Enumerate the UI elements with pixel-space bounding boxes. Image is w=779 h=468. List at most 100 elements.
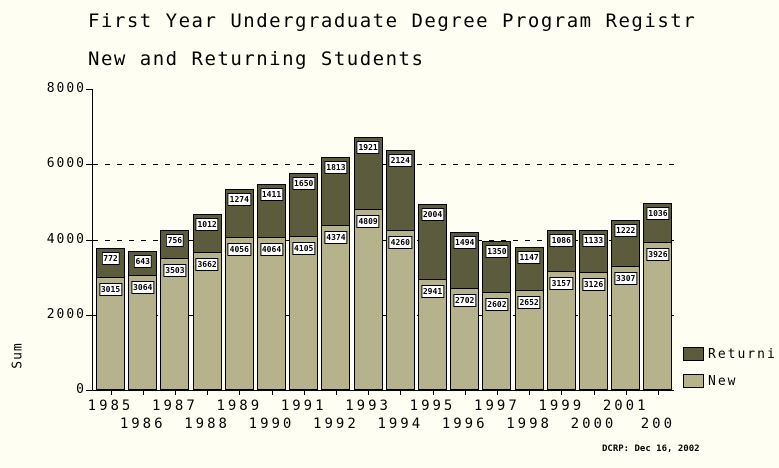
x-label-1997: 1997 (474, 398, 520, 414)
bar-1988: 1012 3662 (192, 214, 222, 390)
x-tick-1999 (561, 391, 563, 395)
x-tick-1994 (400, 391, 402, 395)
x-tick-1991 (303, 391, 305, 395)
x-label-1993: 1993 (345, 398, 391, 414)
bar-1990: 1411 4064 (257, 184, 286, 390)
value-label-returning-2000: 1133 (581, 233, 606, 247)
value-label-new-2001: 3307 (614, 271, 638, 285)
value-label-new-1987: 3503 (163, 264, 187, 278)
x-tick-1993 (368, 391, 370, 395)
bar-1985: 772 3015 (96, 247, 125, 390)
value-label-new-1985: 3015 (98, 282, 123, 296)
bar-1996: 1494 2702 (450, 232, 480, 390)
value-label-new-1997: 2602 (485, 298, 509, 312)
x-label-1994: 1994 (377, 416, 424, 432)
x-label-1992: 1992 (313, 416, 359, 432)
value-label-new-1986: 3064 (131, 280, 155, 294)
value-label-returning-1985: 772 (101, 251, 120, 265)
bar-1997: 1350 2602 (482, 241, 512, 390)
y-tick-label-6000: 6000 (46, 156, 86, 172)
x-tick-1998 (529, 391, 531, 395)
x-label-2000: 2000 (570, 416, 617, 432)
x-tick-1985 (110, 391, 112, 395)
x-label-1985: 1985 (87, 398, 134, 414)
legend-label-new: New (708, 374, 738, 389)
value-label-new-1989: 4056 (227, 243, 251, 257)
value-label-returning-1992: 1813 (324, 161, 348, 175)
value-label-returning-2001: 1222 (614, 223, 638, 237)
value-label-returning-2002: 1036 (646, 207, 670, 221)
x-tick-1988 (207, 391, 209, 395)
y-tick-label-0: 0 (76, 382, 86, 397)
x-tick-2000 (593, 391, 595, 395)
value-label-new-1998: 2652 (517, 296, 541, 310)
value-label-returning-1993: 1921 (356, 140, 380, 154)
value-label-new-1991: 4105 (292, 241, 316, 255)
x-label-1995: 1995 (409, 398, 456, 414)
bar-1987: 756 3503 (160, 229, 190, 390)
value-label-new-2002: 3926 (646, 248, 670, 262)
x-tick-1992 (335, 391, 337, 395)
bar-2002: 1036 3926 (643, 203, 673, 390)
bar-1989: 1274 4056 (224, 189, 254, 390)
x-label-1987: 1987 (152, 398, 198, 414)
value-label-new-1994: 4260 (388, 235, 412, 249)
y-tick-label-4000: 4000 (46, 231, 86, 247)
x-label-200: 200 (640, 416, 676, 432)
value-label-returning-1997: 1350 (485, 245, 509, 259)
value-label-new-2000: 3126 (581, 278, 606, 292)
x-label-1998: 1998 (506, 416, 552, 432)
y-axis-title: Sum (10, 342, 26, 369)
value-label-returning-1996: 1494 (453, 236, 477, 250)
value-label-new-1995: 2941 (420, 285, 445, 299)
x-tick-1986 (142, 391, 144, 395)
value-label-returning-1987: 756 (165, 233, 185, 247)
x-tick-2001 (625, 391, 627, 395)
y-tick-4000 (86, 239, 92, 241)
value-label-returning-1990: 1411 (259, 188, 284, 201)
chart-title-line1: First Year Undergraduate Degree Program … (88, 10, 697, 32)
value-label-returning-1989: 1274 (227, 193, 251, 207)
y-axis-line (92, 89, 93, 391)
bar-1992: 1813 4374 (321, 157, 351, 390)
bar-1998: 1147 2652 (514, 247, 544, 390)
value-label-returning-1991: 1650 (292, 177, 316, 191)
x-tick-2002 (657, 391, 659, 395)
bar-1993: 1921 4809 (353, 136, 383, 390)
value-label-new-1988: 3662 (195, 258, 219, 272)
value-label-returning-1999: 1086 (549, 234, 573, 248)
value-label-new-1990: 4064 (259, 243, 284, 257)
x-label-1986: 1986 (119, 416, 166, 432)
bar-1999: 1086 3157 (546, 230, 576, 390)
x-label-1999: 1999 (538, 398, 585, 414)
x-label-1990: 1990 (248, 416, 295, 432)
legend-label-returni: Returni (708, 347, 777, 362)
y-tick-6000 (86, 164, 92, 166)
chart-title-line2: New and Returning Students (88, 48, 425, 70)
value-label-new-1992: 4374 (324, 231, 348, 245)
x-tick-1996 (464, 391, 466, 395)
bar-1986: 643 3064 (128, 250, 158, 390)
value-label-returning-1994: 2124 (388, 153, 412, 167)
bar-1991: 1650 4105 (289, 173, 319, 390)
bar-2000: 1133 3126 (579, 229, 608, 390)
x-label-1989: 1989 (216, 398, 263, 414)
x-label-1996: 1996 (441, 416, 488, 432)
y-tick-label-2000: 2000 (46, 306, 86, 322)
x-label-1991: 1991 (280, 398, 327, 414)
value-label-returning-1988: 1012 (195, 218, 219, 232)
y-tick-8000 (86, 89, 92, 90)
bar-2001: 1222 3307 (611, 219, 641, 390)
x-tick-1995 (432, 391, 434, 395)
x-tick-1989 (239, 391, 241, 395)
x-tick-1987 (174, 391, 176, 395)
x-label-1988: 1988 (184, 416, 230, 432)
x-tick-1997 (496, 391, 498, 395)
value-label-new-1999: 3157 (549, 277, 573, 291)
y-tick-label-8000: 8000 (46, 81, 86, 96)
value-label-new-1996: 2702 (453, 294, 477, 308)
value-label-returning-1986: 643 (133, 254, 152, 268)
y-tick-2000 (86, 314, 92, 316)
legend-swatch-returni (683, 347, 704, 361)
